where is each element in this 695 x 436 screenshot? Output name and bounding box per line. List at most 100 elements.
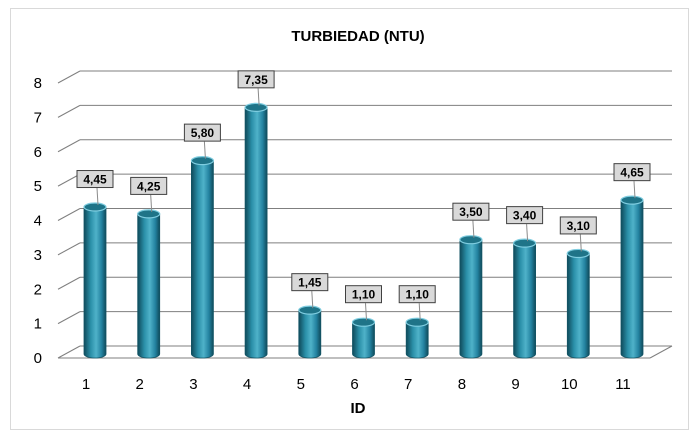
x-tick-label: 8 <box>458 376 466 393</box>
data-label-box <box>506 206 544 225</box>
bar <box>459 235 483 359</box>
data-label: 4,45 <box>83 173 107 187</box>
data-label: 1,45 <box>298 276 322 290</box>
x-axis-title: ID <box>351 400 366 417</box>
gridline-depth <box>57 276 81 290</box>
bar-body <box>405 321 429 359</box>
x-axis-ticks: 1 2 3 4 5 6 7 8 9 10 11 <box>82 376 631 393</box>
bar <box>405 317 429 359</box>
y-tick-label: 5 <box>34 178 42 195</box>
data-label-box <box>398 285 436 304</box>
data-label: 4,65 <box>620 166 644 180</box>
bar-top <box>405 317 429 327</box>
y-tick-label: 7 <box>34 109 42 126</box>
chart-title: TURBIEDAD (NTU) <box>291 28 424 45</box>
data-label: 3,10 <box>567 219 591 233</box>
gridline-depth <box>57 311 81 325</box>
bar-top <box>566 248 590 259</box>
bar <box>566 248 590 359</box>
bar-body <box>566 253 590 359</box>
bar-top <box>620 195 644 205</box>
bar-top <box>298 305 322 315</box>
floor-line-depth <box>649 345 673 359</box>
data-label: 4,25 <box>137 179 161 193</box>
x-tick-label: 4 <box>243 376 251 393</box>
x-tick-label: 7 <box>404 376 412 393</box>
bar <box>244 102 268 359</box>
bar-top <box>190 156 214 166</box>
x-tick-label: 2 <box>136 376 144 393</box>
data-label-box <box>613 163 651 182</box>
data-label-leader <box>203 141 206 159</box>
bar-body <box>513 242 536 359</box>
y-tick-label: 0 <box>34 350 42 367</box>
data-label: 1,10 <box>406 288 430 302</box>
data-label-box <box>76 170 114 189</box>
bar-body <box>191 160 214 359</box>
data-labels-layer: 4,45 4,25 5,80 7,35 1,45 1,10 1,10 3,50 3,40 3,10… <box>76 70 651 321</box>
bar-top <box>459 235 483 245</box>
bar-body <box>298 309 322 359</box>
data-label-leader <box>418 303 421 321</box>
y-tick-label: 8 <box>34 75 42 92</box>
data-label-leader <box>633 181 636 199</box>
bar <box>83 202 107 359</box>
data-label-leader <box>526 224 529 242</box>
data-label-leader <box>472 220 475 238</box>
bar <box>190 156 214 359</box>
bar-body <box>620 199 644 359</box>
data-label-box <box>130 176 168 195</box>
data-label-box <box>237 70 275 89</box>
y-axis-ticks: 0 1 2 3 4 5 6 7 8 <box>34 75 42 367</box>
bar <box>351 317 376 359</box>
data-label-leader <box>365 303 367 321</box>
gridline-depth <box>57 345 81 359</box>
data-label: 3,50 <box>459 205 483 219</box>
data-label: 3,40 <box>513 209 537 223</box>
bar-top <box>83 202 107 212</box>
x-tick-label: 10 <box>561 376 578 393</box>
data-label-leader <box>96 188 99 206</box>
data-label: 5,80 <box>191 126 215 140</box>
x-tick-label: 1 <box>82 376 90 393</box>
gridline-depth <box>57 173 81 187</box>
bar-body <box>83 206 107 359</box>
x-tick-label: 11 <box>615 376 631 393</box>
gridline-depth <box>57 208 81 221</box>
gridline-depth <box>57 242 81 256</box>
data-label-box <box>452 202 490 221</box>
bar <box>298 305 322 359</box>
bar-top <box>244 102 268 112</box>
bars-layer <box>83 102 644 359</box>
data-label-box <box>345 285 382 304</box>
x-tick-label: 6 <box>350 376 358 393</box>
data-label-box <box>291 273 329 292</box>
y-tick-label: 4 <box>34 213 42 230</box>
y-tick-label: 3 <box>34 247 42 264</box>
y-tick-label: 1 <box>34 316 42 333</box>
gridline-depth <box>57 104 81 118</box>
data-label-box <box>559 216 597 235</box>
bar-body <box>137 213 161 359</box>
data-label-leader <box>150 194 153 212</box>
gridline-depth <box>57 70 81 84</box>
data-label: 7,35 <box>244 73 268 87</box>
y-tick-label: 2 <box>34 281 42 298</box>
data-label-box <box>183 123 221 142</box>
bar-top <box>512 238 537 248</box>
x-tick-label: 3 <box>189 376 197 393</box>
data-label-leader <box>257 88 260 106</box>
bar <box>620 195 644 359</box>
x-tick-label: 9 <box>511 376 519 393</box>
y-tick-label: 6 <box>34 144 42 161</box>
bar <box>512 238 537 359</box>
bar <box>137 209 161 359</box>
bar-top <box>137 209 161 219</box>
gridline-depth <box>57 139 81 153</box>
data-label-leader <box>579 234 582 252</box>
bar-body <box>352 321 375 359</box>
bar-body <box>459 239 483 359</box>
data-label: 1,10 <box>352 288 376 302</box>
data-label-leader <box>311 291 314 309</box>
